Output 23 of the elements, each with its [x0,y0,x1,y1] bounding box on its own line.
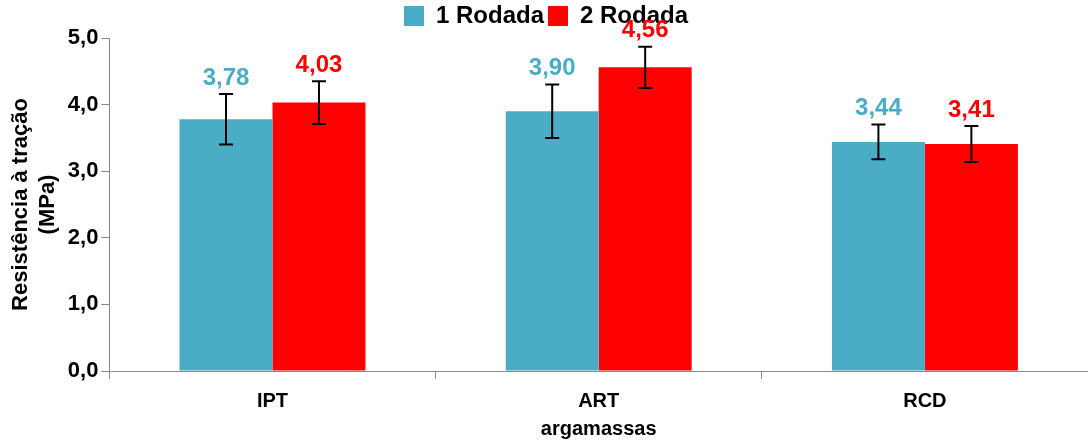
y-tick-label: 2,0 [67,223,99,249]
bar [924,143,1018,371]
x-tick-label: ART [578,388,620,411]
y-tick-label: 4,0 [67,90,99,116]
y-tick-label: 3,0 [67,157,99,183]
x-tick-label: IPT [256,388,289,411]
data-label: 3,90 [528,53,576,81]
y-tick-label: 5,0 [67,24,99,50]
bar [179,119,273,371]
y-axis-title: Resistência à tração (MPa) [7,98,59,311]
data-label: 3,44 [855,93,903,121]
data-label: 4,03 [295,49,343,77]
y-tick-label: 0,0 [67,357,99,383]
x-tick-label: RCD [903,388,947,411]
data-label: 3,78 [202,62,250,90]
bar [598,67,692,371]
bar [831,141,925,371]
y-tick-label: 1,0 [67,290,99,316]
bar [505,111,599,371]
bar [272,102,366,371]
x-axis-title: argamassas [540,416,657,439]
data-label: 3,41 [948,94,995,122]
legend-label: 1 Rodada [435,0,545,28]
